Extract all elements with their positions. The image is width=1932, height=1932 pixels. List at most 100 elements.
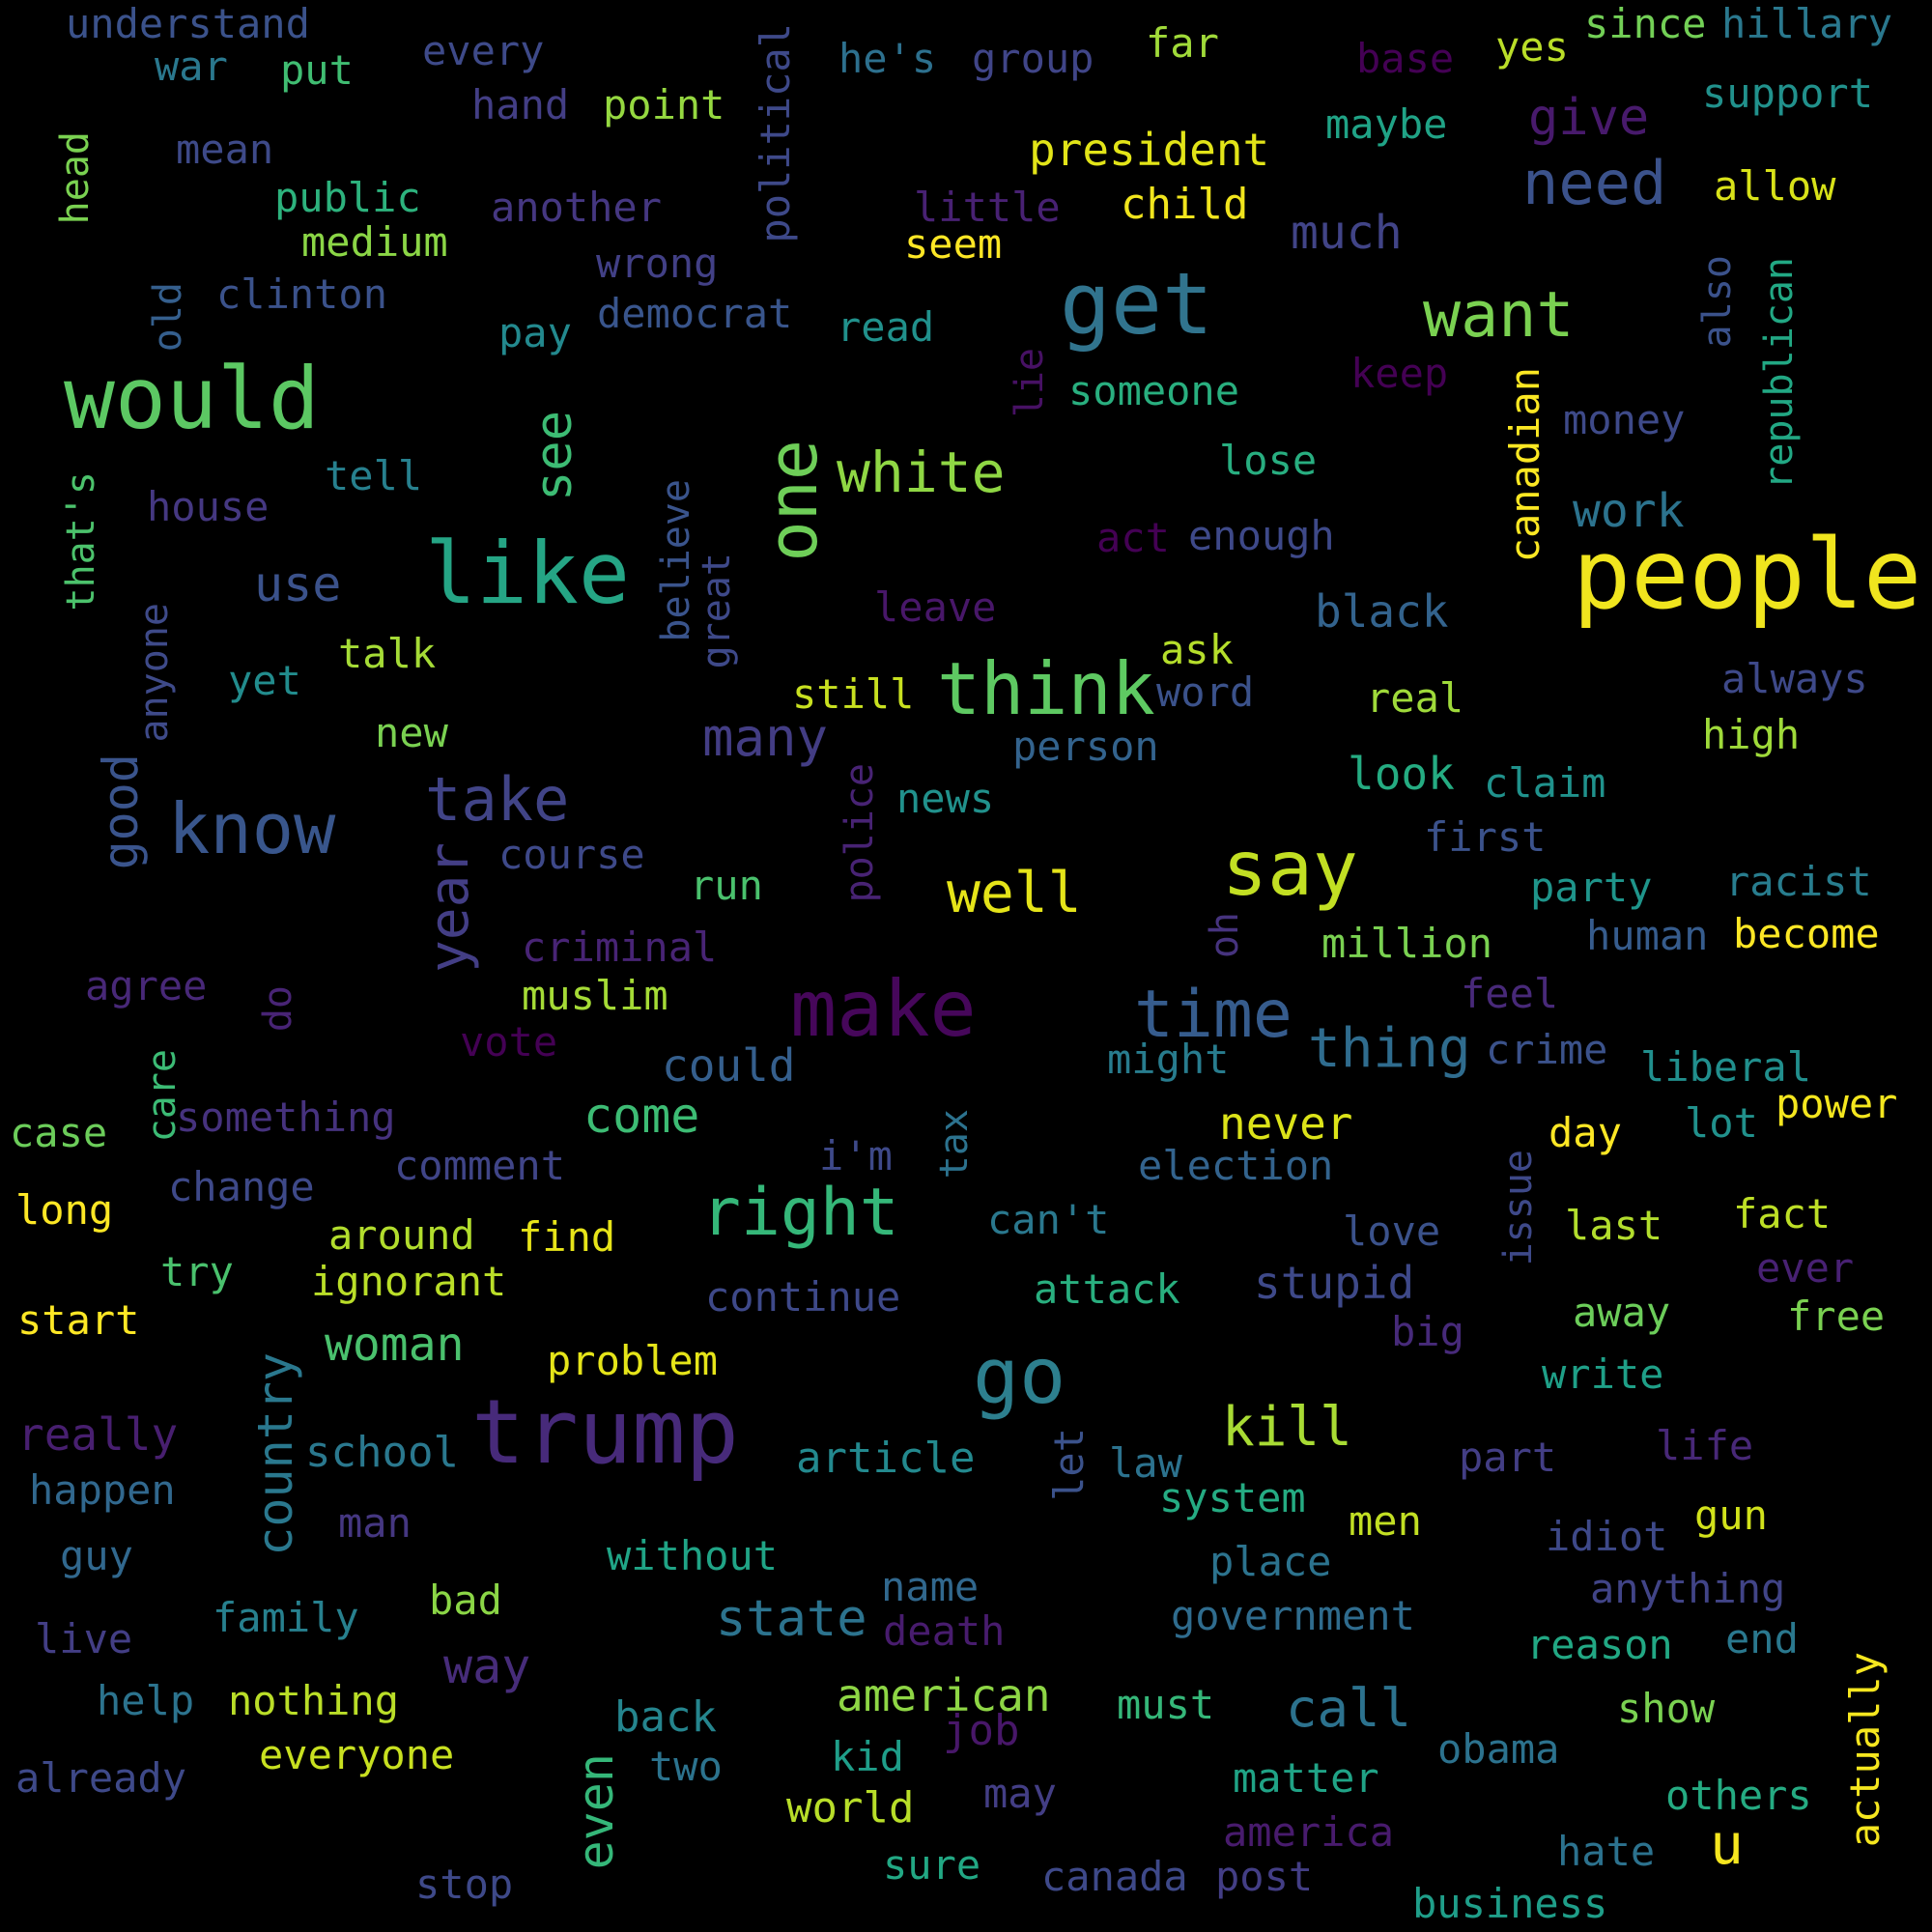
word-every: every: [422, 27, 545, 74]
word-house: house: [147, 483, 270, 530]
word-say: say: [1222, 826, 1358, 913]
word-america: america: [1223, 1808, 1395, 1856]
word-guy: guy: [60, 1532, 133, 1579]
word-liberal: liberal: [1640, 1043, 1812, 1091]
word-think: think: [937, 646, 1155, 731]
word-need: need: [1522, 148, 1667, 218]
word-bad: bad: [429, 1577, 502, 1624]
word-do: do: [256, 985, 300, 1033]
word-good: good: [93, 753, 149, 870]
word-democrat: democrat: [597, 290, 793, 337]
word-let: let: [1045, 1428, 1093, 1501]
word-lose: lose: [1219, 437, 1318, 484]
word-nothing: nothing: [228, 1677, 400, 1724]
word-start: start: [17, 1296, 140, 1344]
word-power: power: [1776, 1080, 1898, 1127]
word-might: might: [1107, 1036, 1230, 1083]
word-news: news: [896, 775, 995, 822]
word-mean: mean: [176, 126, 274, 173]
word-muslim: muslim: [522, 972, 668, 1019]
word-case: case: [10, 1109, 108, 1156]
word-article: article: [796, 1434, 976, 1483]
word-canadian: canadian: [1501, 367, 1548, 563]
word-part: part: [1459, 1434, 1557, 1481]
word-since: since: [1584, 0, 1707, 47]
word-head: head: [53, 131, 98, 225]
word-matter: matter: [1233, 1754, 1379, 1802]
word-man: man: [338, 1499, 412, 1547]
word-stupid: stupid: [1254, 1257, 1415, 1309]
word-maybe: maybe: [1325, 100, 1448, 148]
word-comment: comment: [394, 1142, 566, 1189]
word-hillary: hillary: [1721, 0, 1893, 47]
word-seem: seem: [904, 220, 1003, 268]
word-allow: allow: [1714, 162, 1836, 210]
word-run: run: [690, 862, 763, 909]
word-help: help: [97, 1677, 195, 1724]
word-never: never: [1219, 1097, 1353, 1150]
word-yes: yes: [1495, 23, 1569, 71]
word-country: country: [247, 1352, 303, 1556]
word-many: many: [702, 707, 829, 768]
word-great: great: [695, 553, 739, 669]
word-gun: gun: [1694, 1492, 1768, 1539]
word-racist: racist: [1725, 858, 1872, 905]
word-life: life: [1656, 1422, 1754, 1469]
word-change: change: [168, 1163, 315, 1210]
word-system: system: [1159, 1474, 1306, 1521]
word-like: like: [425, 524, 630, 623]
word-come: come: [583, 1088, 700, 1144]
word-two: two: [649, 1743, 723, 1790]
word-american: american: [837, 1669, 1051, 1721]
word-kill: kill: [1222, 1396, 1352, 1459]
word-end: end: [1725, 1615, 1799, 1662]
word-thing: thing: [1308, 1017, 1471, 1080]
word-ignorant: ignorant: [311, 1258, 507, 1305]
word-president: president: [1029, 124, 1270, 176]
word-actually: actually: [1841, 1652, 1889, 1848]
word-try: try: [160, 1248, 234, 1295]
word-lie: lie: [1008, 348, 1052, 418]
word-place: place: [1209, 1538, 1332, 1585]
word-last: last: [1565, 1202, 1663, 1249]
word-right: right: [701, 1175, 899, 1251]
word-go: go: [973, 1331, 1066, 1421]
word-money: money: [1563, 396, 1686, 443]
word-public: public: [274, 174, 421, 221]
word-want: want: [1423, 279, 1575, 352]
word-anyone: anyone: [132, 603, 177, 743]
word-medium: medium: [301, 218, 448, 266]
word-without: without: [607, 1532, 779, 1579]
word-vote: vote: [460, 1018, 558, 1065]
word-year: year: [418, 842, 481, 973]
word-support: support: [1702, 70, 1874, 117]
word-criminal: criminal: [522, 923, 718, 971]
word-long: long: [15, 1186, 114, 1234]
word-back: back: [614, 1692, 717, 1742]
word-well: well: [947, 860, 1082, 925]
word-canada: canada: [1041, 1853, 1188, 1900]
word-would: would: [64, 349, 320, 448]
word-may: may: [983, 1770, 1057, 1817]
word-love: love: [1343, 1208, 1441, 1255]
word-also: also: [1695, 255, 1740, 349]
word-million: million: [1321, 920, 1493, 967]
word-black: black: [1315, 585, 1449, 638]
word-even: even: [568, 1753, 624, 1870]
word-much: much: [1291, 206, 1403, 260]
word-put: put: [280, 46, 354, 94]
word-men: men: [1349, 1497, 1422, 1545]
word-can-t: can't: [987, 1196, 1110, 1243]
word-keep: keep: [1350, 350, 1449, 397]
word-work: work: [1573, 484, 1685, 538]
word-idiot: idiot: [1546, 1513, 1668, 1560]
word-crime: crime: [1486, 1026, 1608, 1073]
word-could: could: [662, 1039, 796, 1092]
word-police: police: [838, 763, 882, 903]
word-ask: ask: [1160, 626, 1234, 673]
word-war: war: [155, 43, 228, 90]
word-oh: oh: [1203, 912, 1247, 959]
word-tax: tax: [932, 1109, 977, 1179]
word-post: post: [1215, 1853, 1314, 1900]
word-know: know: [168, 788, 336, 869]
